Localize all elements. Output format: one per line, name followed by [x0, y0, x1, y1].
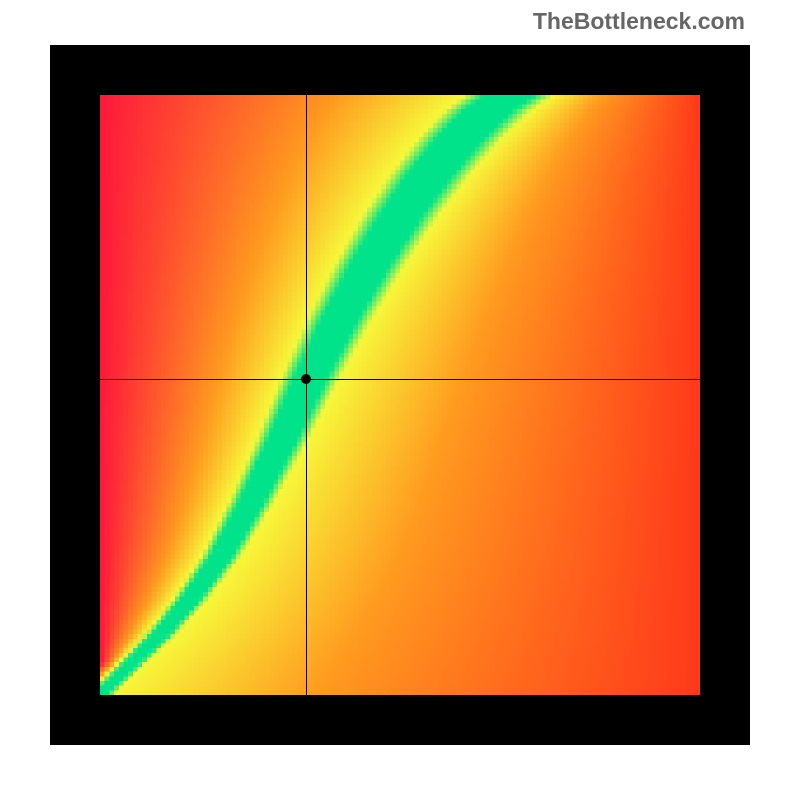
- crosshair-vertical: [306, 95, 307, 695]
- heatmap-canvas: [100, 95, 700, 695]
- watermark-text: TheBottleneck.com: [533, 8, 745, 35]
- chart-frame: [50, 45, 750, 745]
- crosshair-marker: [301, 374, 311, 384]
- crosshair-horizontal: [100, 379, 700, 380]
- container: TheBottleneck.com: [0, 0, 800, 800]
